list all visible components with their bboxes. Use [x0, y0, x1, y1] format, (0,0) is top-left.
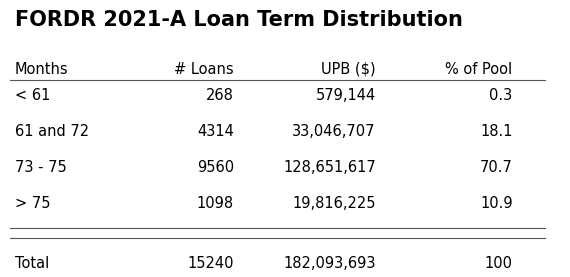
- Text: 15240: 15240: [188, 256, 234, 271]
- Text: 61 and 72: 61 and 72: [15, 124, 89, 140]
- Text: 4314: 4314: [197, 124, 234, 140]
- Text: > 75: > 75: [15, 196, 51, 211]
- Text: UPB ($): UPB ($): [321, 62, 376, 77]
- Text: 182,093,693: 182,093,693: [283, 256, 376, 271]
- Text: < 61: < 61: [15, 88, 51, 104]
- Text: % of Pool: % of Pool: [446, 62, 512, 77]
- Text: 73 - 75: 73 - 75: [15, 160, 67, 176]
- Text: 18.1: 18.1: [480, 124, 512, 140]
- Text: 268: 268: [206, 88, 234, 104]
- Text: 579,144: 579,144: [316, 88, 376, 104]
- Text: Total: Total: [15, 256, 50, 271]
- Text: 9560: 9560: [197, 160, 234, 176]
- Text: 1098: 1098: [197, 196, 234, 211]
- Text: 100: 100: [484, 256, 512, 271]
- Text: # Loans: # Loans: [174, 62, 234, 77]
- Text: 19,816,225: 19,816,225: [292, 196, 376, 211]
- Text: FORDR 2021-A Loan Term Distribution: FORDR 2021-A Loan Term Distribution: [15, 10, 463, 30]
- Text: 0.3: 0.3: [490, 88, 512, 104]
- Text: 70.7: 70.7: [480, 160, 512, 176]
- Text: 10.9: 10.9: [480, 196, 512, 211]
- Text: Months: Months: [15, 62, 69, 77]
- Text: 33,046,707: 33,046,707: [292, 124, 376, 140]
- Text: 128,651,617: 128,651,617: [283, 160, 376, 176]
